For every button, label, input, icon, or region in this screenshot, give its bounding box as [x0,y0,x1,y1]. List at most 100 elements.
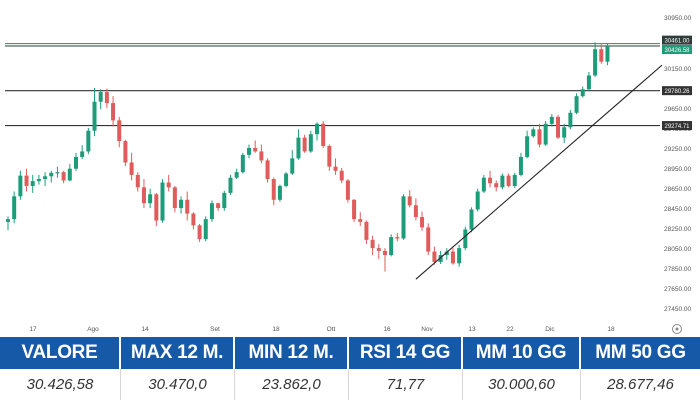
candle [36,174,41,185]
candle-body [61,172,66,181]
candle [296,129,301,160]
header-rsi-14gg: RSI 14 GG [349,337,461,369]
y-tick-label: 28950.00 [664,166,691,173]
candle-body [339,170,344,181]
candle-body [531,129,536,137]
candle [141,179,146,209]
candle-body [518,156,523,175]
header-divider [347,337,349,369]
stats-header-row: VALORE MAX 12 M. MIN 12 M. RSI 14 GG MM … [0,337,700,369]
candle-body [475,191,480,210]
candle-body [432,251,437,262]
candle-body [234,172,239,178]
candle-body [506,175,511,186]
x-tick-label: Ott [327,326,336,333]
candle-body [358,219,363,222]
candle-body [166,182,171,188]
candle [450,248,455,265]
price-label-bg [662,35,692,45]
candle-body [18,175,23,197]
candle [234,168,239,180]
price-chart: 30950.0030650.0030150.0029950.0029650.00… [5,15,692,334]
candle [86,127,91,155]
candle [253,140,258,153]
candle-body [426,227,431,252]
candle [271,177,276,206]
candle-body [179,199,184,209]
candle-body [209,203,214,220]
candle-body [129,162,134,175]
candle [265,158,270,183]
y-tick-label: 27850.00 [664,266,691,273]
candle [61,170,66,184]
candle [98,89,103,110]
settings-icon-dot [675,327,679,331]
candle-body [290,158,295,174]
candle-body [395,237,400,239]
chart-corner [672,324,682,334]
candle-body [253,147,258,152]
candle [315,122,319,141]
candle [49,170,54,183]
header-mm-10gg: MM 10 GG [463,337,579,369]
candle-body [605,46,610,62]
price-label: 30461.00 [662,35,692,45]
candle-body [315,123,319,135]
value-max-12m: 30.470,0 [121,369,235,400]
candle-body [222,192,227,209]
candle [321,121,326,148]
candle-body [543,123,548,145]
candle-body [308,134,313,152]
candle [407,190,412,208]
candle [6,216,10,231]
candle-body [500,175,505,188]
stats-value-row: 30.426,58 30.470,0 23.862,0 71,77 30.000… [0,369,700,400]
candle-body [321,123,326,146]
candle [302,134,307,153]
candle-body [444,251,449,256]
candle [185,191,190,221]
candle-body [469,209,474,230]
candle [364,220,369,244]
candle-body [345,180,350,200]
y-tick-label: 28450.00 [664,206,691,213]
candle-body [55,172,60,174]
candle-body [296,137,301,159]
y-tick-label: 28050.00 [664,246,691,253]
y-axis: 30950.0030650.0030150.0029950.0029650.00… [664,15,691,313]
candle-body [420,217,425,228]
candle [290,150,295,175]
x-tick-label: 16 [383,326,391,333]
price-label-bg [662,86,692,96]
value-valore: 30.426,58 [0,369,121,400]
candle-body [92,101,97,131]
candle-body [370,239,375,249]
candle-body [117,120,122,142]
candle-body [556,116,561,138]
candle-body [24,175,29,186]
candle-body [111,103,116,121]
candle [327,144,332,171]
candle [160,179,165,223]
candle-body [438,255,443,262]
candle [475,188,480,212]
price-lines [5,43,660,127]
x-tick-label: 22 [506,326,514,333]
candle-body [141,187,146,204]
candle [80,145,85,160]
candle-body [240,154,245,173]
candle-body [247,147,252,155]
settings-icon[interactable] [672,324,682,334]
candle [277,184,282,202]
candle-body [6,219,10,222]
candle [12,191,17,224]
candle-body [259,151,264,161]
candle [197,223,202,242]
candle [457,244,462,267]
candle-body [382,250,387,256]
candle-body [463,229,468,249]
candle-body [12,196,17,220]
price-label: 29780.26 [662,86,692,96]
price-label: 30426.58 [662,45,692,55]
candle [537,123,542,148]
